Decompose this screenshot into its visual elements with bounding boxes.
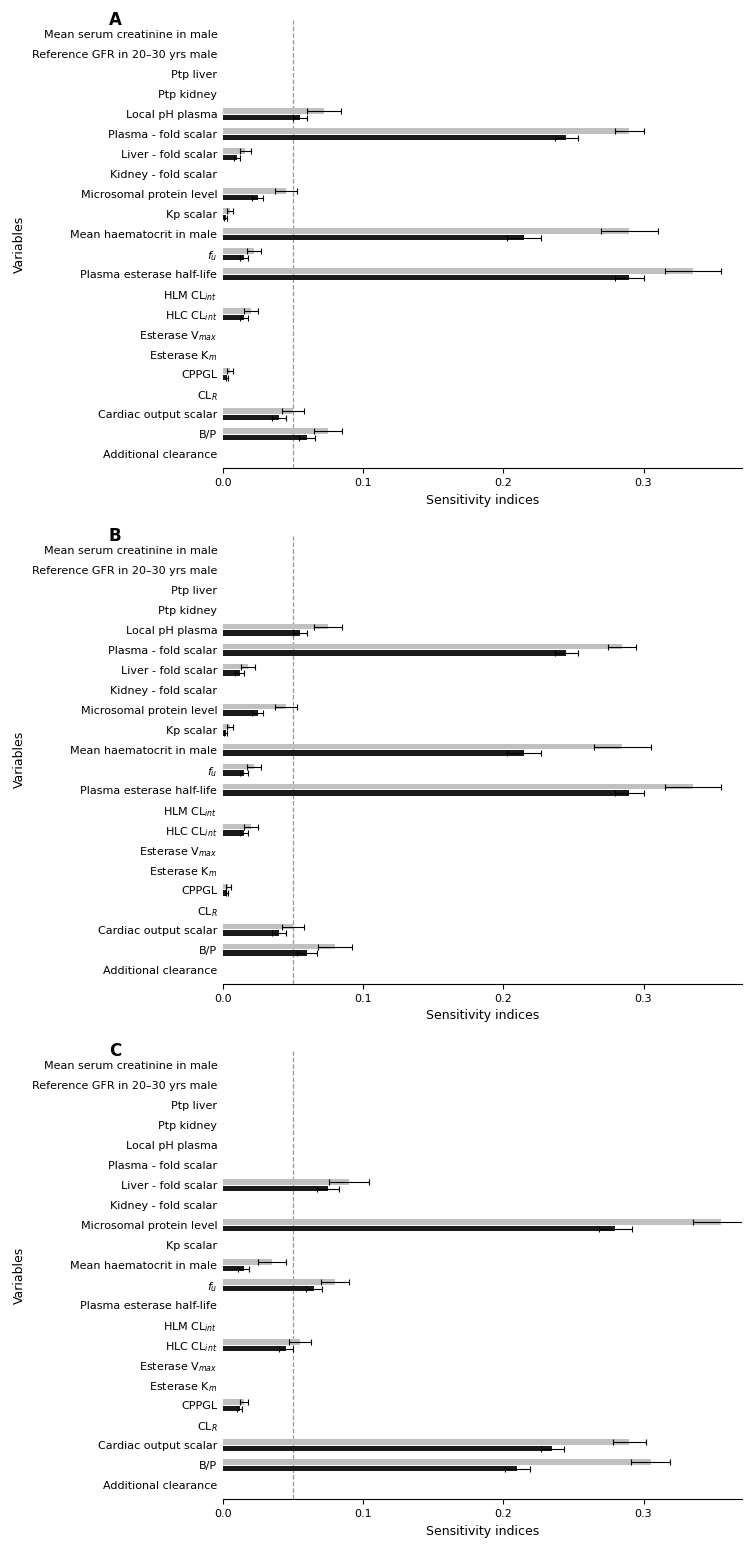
Bar: [223, 945, 335, 949]
Bar: [223, 254, 244, 261]
Y-axis label: Variables: Variables: [14, 1247, 26, 1304]
Bar: [223, 208, 230, 214]
Bar: [223, 1446, 553, 1452]
Bar: [223, 724, 230, 729]
Bar: [223, 1219, 720, 1225]
Bar: [223, 710, 258, 717]
X-axis label: Sensitivity indices: Sensitivity indices: [426, 1525, 539, 1537]
Bar: [223, 1439, 630, 1446]
Bar: [223, 1286, 314, 1292]
Bar: [223, 129, 630, 133]
Y-axis label: Variables: Variables: [14, 216, 26, 273]
Bar: [223, 744, 622, 749]
X-axis label: Sensitivity indices: Sensitivity indices: [426, 1010, 539, 1022]
Bar: [223, 1266, 244, 1272]
Bar: [223, 248, 254, 254]
Bar: [223, 155, 237, 160]
Bar: [223, 765, 254, 769]
Bar: [223, 644, 622, 650]
Bar: [223, 188, 286, 194]
Bar: [223, 664, 248, 670]
Bar: [223, 268, 692, 275]
Bar: [223, 771, 244, 776]
Bar: [223, 1405, 239, 1411]
Bar: [223, 791, 630, 796]
Bar: [223, 731, 226, 735]
Bar: [223, 1280, 335, 1284]
Bar: [223, 1225, 615, 1231]
Bar: [223, 309, 251, 313]
Y-axis label: Variables: Variables: [14, 731, 26, 788]
Bar: [223, 884, 229, 889]
Bar: [223, 1340, 300, 1345]
Bar: [223, 214, 226, 220]
Bar: [223, 783, 692, 789]
Bar: [223, 630, 300, 636]
Bar: [223, 1187, 328, 1191]
Bar: [223, 428, 328, 434]
Bar: [223, 414, 279, 420]
Bar: [223, 1346, 286, 1351]
Bar: [223, 234, 524, 240]
Bar: [223, 670, 239, 676]
Bar: [223, 1259, 272, 1266]
Bar: [223, 1399, 244, 1405]
Bar: [223, 830, 244, 836]
Bar: [223, 751, 524, 755]
Bar: [223, 368, 230, 374]
Text: B: B: [109, 527, 122, 544]
Text: C: C: [109, 1042, 121, 1061]
Bar: [223, 824, 251, 830]
Bar: [223, 704, 286, 709]
Bar: [223, 924, 293, 929]
Bar: [223, 109, 324, 113]
Bar: [223, 1459, 651, 1466]
Bar: [223, 195, 258, 200]
Bar: [223, 650, 566, 656]
Bar: [223, 275, 630, 281]
Bar: [223, 951, 307, 955]
Bar: [223, 890, 227, 896]
Bar: [223, 115, 300, 121]
Bar: [223, 375, 227, 380]
Bar: [223, 149, 245, 154]
Bar: [223, 315, 244, 321]
Bar: [223, 931, 279, 935]
Bar: [223, 624, 328, 630]
Bar: [223, 1179, 349, 1185]
X-axis label: Sensitivity indices: Sensitivity indices: [426, 493, 539, 507]
Text: A: A: [109, 11, 122, 29]
Bar: [223, 228, 630, 234]
Bar: [223, 135, 566, 140]
Bar: [223, 434, 307, 440]
Bar: [223, 1466, 517, 1472]
Bar: [223, 408, 293, 414]
